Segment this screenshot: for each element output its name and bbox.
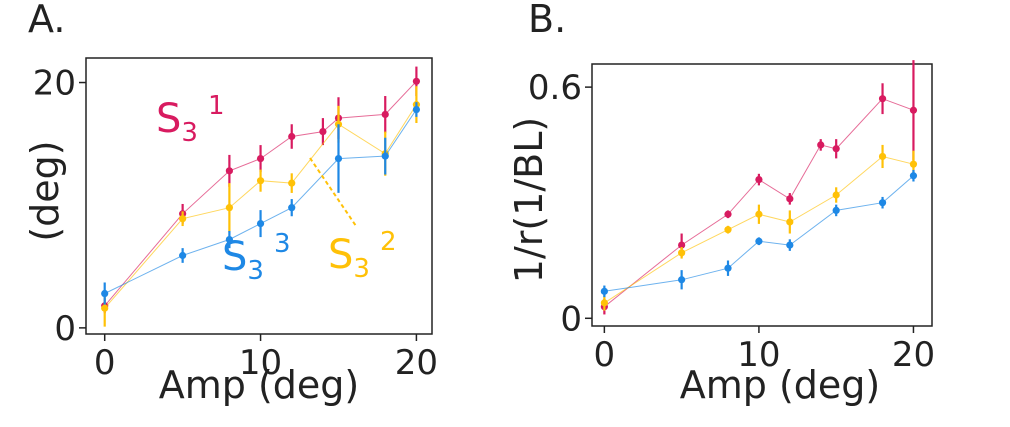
data-point <box>724 210 732 218</box>
annotation-s3-1-sub: 3 <box>181 118 198 148</box>
svg-text:S32: S32 <box>328 227 396 284</box>
panel-1-x-tick-label: 0 <box>594 335 616 375</box>
data-point <box>412 105 421 114</box>
panel-1-y-tick-label: 0 <box>560 299 582 339</box>
data-point <box>225 204 233 212</box>
panel-a-x-label: Amp (deg) <box>159 363 359 407</box>
data-point <box>225 235 233 244</box>
data-point <box>288 179 296 187</box>
annotation-s3-1: S31 <box>156 91 224 148</box>
panel-a-y-label: (deg) <box>23 140 67 241</box>
data-point <box>412 77 421 85</box>
data-point <box>909 106 918 114</box>
panel-a-ticks: 0 10 20 0 20 <box>33 64 438 383</box>
panel-0-series-2 <box>101 102 421 305</box>
data-point <box>319 128 327 136</box>
annotation-s3-3-base: S <box>222 234 247 280</box>
panel-1-y-tick-label: 0.6 <box>528 68 582 108</box>
data-point <box>334 154 343 163</box>
data-point <box>878 152 887 161</box>
annotation-s3-1-base: S <box>156 96 181 142</box>
panel-0-series-1 <box>101 86 421 327</box>
panel-b-frame <box>591 63 933 327</box>
svg-text:S33: S33 <box>222 229 290 286</box>
annotation-s3-2-sup: 2 <box>380 227 397 257</box>
series-line <box>104 109 417 294</box>
panel-a-letter: A. <box>28 0 65 41</box>
annotation-s3-2-pointer <box>309 157 357 227</box>
svg-text:S31: S31 <box>156 91 224 148</box>
panel-b-x-label: Amp (deg) <box>680 363 880 407</box>
data-point <box>381 110 389 119</box>
data-point <box>878 199 887 207</box>
series-line <box>104 104 417 309</box>
annotation-s3-2-base: S <box>328 232 353 278</box>
panel-1-x-tick-label: 10 <box>737 335 780 375</box>
data-point <box>179 251 187 260</box>
data-point <box>755 210 763 218</box>
data-point <box>817 141 825 149</box>
panel-b-letter: B. <box>528 0 566 41</box>
data-point <box>179 215 187 223</box>
data-point <box>678 249 686 257</box>
data-point <box>101 289 109 298</box>
series-line <box>604 155 914 304</box>
data-point <box>786 195 794 203</box>
data-point <box>832 145 840 153</box>
panel-0-x-tick-label: 20 <box>395 343 438 383</box>
panel-0-y-tick-label: 20 <box>33 64 76 104</box>
panel-a-frame <box>85 57 433 335</box>
panel-0-y-tick-label: 0 <box>54 309 76 349</box>
data-point <box>724 264 732 272</box>
panel-a-series <box>101 66 421 327</box>
data-point <box>909 172 918 180</box>
data-point <box>878 95 887 103</box>
data-point <box>256 154 265 163</box>
panel-b-y-label: 1/r(1/BL) <box>507 117 551 283</box>
data-point <box>832 191 840 199</box>
panel-1-series-1 <box>600 144 918 311</box>
data-point <box>755 237 763 245</box>
annotation-s3-2-sub: 3 <box>353 254 370 284</box>
data-point <box>755 175 763 184</box>
series-line <box>604 175 914 292</box>
data-point <box>786 218 794 226</box>
data-point <box>288 132 296 141</box>
data-point <box>724 226 732 234</box>
panel-1-x-tick-label: 20 <box>892 335 935 375</box>
annotation-s3-3-sup: 3 <box>274 229 291 259</box>
panel-1-series-0 <box>600 60 918 315</box>
data-point <box>909 160 918 168</box>
panel-b-series <box>600 60 918 315</box>
data-point <box>786 241 794 249</box>
series-line <box>604 98 914 308</box>
panel-0-x-tick-label: 0 <box>94 343 116 383</box>
data-point <box>256 177 265 185</box>
panel-b-ticks: 0 10 20 0 0.6 <box>528 68 935 375</box>
data-point <box>678 241 686 249</box>
data-point <box>225 167 233 175</box>
data-point <box>288 204 296 212</box>
annotation-s3-3-sub: 3 <box>247 256 264 286</box>
annotation-s3-1-sup: 1 <box>208 91 225 121</box>
data-point <box>678 276 686 284</box>
data-point <box>256 220 265 228</box>
panel-0-x-tick-label: 10 <box>239 343 282 383</box>
annotation-s3-2: S32 <box>328 227 396 284</box>
data-point <box>600 299 608 307</box>
data-point <box>381 152 389 160</box>
data-point <box>832 206 840 215</box>
annotation-s3-3: S33 <box>222 229 290 286</box>
data-point <box>600 287 608 295</box>
data-point <box>101 304 109 312</box>
panel-1-series-2 <box>600 169 918 298</box>
